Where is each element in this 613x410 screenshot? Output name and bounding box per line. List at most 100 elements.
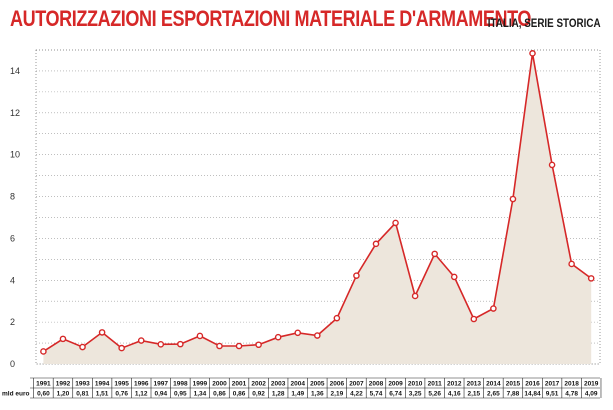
x-tick-label: 1999 bbox=[193, 381, 208, 388]
data-point bbox=[548, 161, 556, 169]
data-point bbox=[137, 337, 145, 344]
data-label: 4,78 bbox=[565, 391, 578, 398]
x-tick-label: 2012 bbox=[447, 381, 462, 388]
x-tick-label: 2010 bbox=[408, 381, 423, 388]
data-point bbox=[118, 344, 125, 352]
data-point bbox=[392, 219, 399, 227]
y-tick-label: 14 bbox=[10, 66, 20, 76]
x-tick-label: 2007 bbox=[349, 381, 364, 388]
data-label: 2,19 bbox=[331, 391, 344, 398]
plot-frame bbox=[35, 49, 601, 365]
data-table: mld euro 1991 1992 1993 1994 1995 1996 1997 1998… bbox=[2, 377, 602, 399]
data-point bbox=[59, 335, 67, 343]
data-label: 9,51 bbox=[546, 391, 559, 398]
data-point bbox=[509, 195, 517, 203]
data-label: 5,74 bbox=[370, 391, 383, 398]
data-label: 0,95 bbox=[174, 391, 187, 398]
x-tick-label: 1991 bbox=[36, 381, 51, 388]
data-point bbox=[216, 342, 223, 350]
data-label: 1,49 bbox=[291, 391, 304, 398]
data-label: 1,36 bbox=[311, 391, 324, 398]
x-tick-label: 2002 bbox=[251, 381, 266, 388]
data-label: 2,65 bbox=[487, 391, 500, 398]
data-label: 5,26 bbox=[428, 391, 441, 398]
x-tick-label: 2005 bbox=[310, 381, 325, 388]
x-tick-label: 1998 bbox=[173, 381, 188, 388]
series-points bbox=[40, 50, 595, 355]
x-tick-label: 2018 bbox=[564, 381, 579, 388]
data-point bbox=[157, 341, 165, 348]
x-tick-label: 2019 bbox=[584, 381, 599, 388]
x-tick-label: 2013 bbox=[467, 381, 482, 388]
data-point bbox=[431, 250, 438, 258]
data-point bbox=[353, 272, 360, 279]
data-label: 0,94 bbox=[154, 391, 167, 398]
x-tick-label: 2017 bbox=[545, 381, 560, 388]
data-label: 14,84 bbox=[524, 391, 541, 398]
x-tick-label: 1996 bbox=[134, 381, 149, 388]
y-tick-label: 10 bbox=[10, 150, 20, 160]
data-label: 0,86 bbox=[233, 391, 246, 398]
data-point bbox=[294, 329, 302, 337]
y-tick-label: 6 bbox=[10, 233, 15, 243]
data-point bbox=[450, 273, 458, 281]
data-point bbox=[79, 343, 86, 351]
data-label: 0,60 bbox=[37, 391, 50, 398]
data-label: 0,81 bbox=[76, 391, 89, 398]
data-point bbox=[196, 332, 204, 340]
data-label: 1,28 bbox=[272, 391, 285, 398]
data-label: 1,51 bbox=[96, 391, 109, 398]
data-point bbox=[529, 50, 536, 57]
data-point bbox=[255, 341, 262, 349]
x-tick-label: 2016 bbox=[525, 381, 540, 388]
data-label: 0,92 bbox=[252, 391, 265, 398]
x-tick-label: 2006 bbox=[330, 381, 345, 388]
x-tick-label: 2008 bbox=[369, 381, 384, 388]
y-tick-label: 4 bbox=[10, 275, 15, 285]
x-tick-label: 2001 bbox=[232, 381, 247, 388]
data-point bbox=[40, 348, 47, 355]
chart-subtitle: ITALIA, SERIE STORICA bbox=[488, 16, 601, 30]
x-tick-label: 1997 bbox=[154, 381, 169, 388]
data-point bbox=[470, 315, 478, 323]
value-row-label: mld euro bbox=[2, 391, 29, 398]
data-label: 4,09 bbox=[585, 391, 598, 398]
y-tick-label: 8 bbox=[10, 192, 15, 202]
data-point bbox=[313, 332, 321, 339]
data-point bbox=[177, 340, 184, 348]
x-tick-label: 2015 bbox=[506, 381, 521, 388]
data-point bbox=[568, 260, 575, 268]
data-label: 0,86 bbox=[213, 391, 226, 398]
data-point bbox=[372, 240, 380, 248]
x-tick-label: 1995 bbox=[114, 381, 129, 388]
data-label: 3,25 bbox=[409, 391, 422, 398]
data-label: 4,22 bbox=[350, 391, 363, 398]
x-tick-label: 2014 bbox=[486, 381, 501, 388]
y-tick-label: 0 bbox=[10, 359, 15, 369]
data-point bbox=[333, 314, 341, 322]
y-axis-ticks: 0 2 4 6 8 10 12 14 bbox=[10, 66, 20, 369]
data-label: 4,16 bbox=[448, 391, 461, 398]
x-tick-label: 2000 bbox=[212, 381, 227, 388]
x-tick-label: 2011 bbox=[428, 381, 442, 388]
data-point bbox=[274, 333, 282, 341]
data-point bbox=[490, 305, 497, 312]
chart-title: AUTORIZZAZIONI ESPORTAZIONI MATERIALE D'… bbox=[10, 6, 532, 31]
data-label: 2,15 bbox=[467, 391, 480, 398]
data-label: 6,74 bbox=[389, 391, 402, 398]
data-label: 1,12 bbox=[135, 391, 148, 398]
data-point bbox=[235, 342, 243, 350]
x-tick-label: 1994 bbox=[95, 381, 110, 388]
data-point bbox=[587, 275, 595, 282]
data-label: 0,76 bbox=[115, 391, 128, 398]
x-tick-label: 1993 bbox=[75, 381, 90, 388]
x-tick-label: 2003 bbox=[271, 381, 286, 388]
x-tick-label: 1992 bbox=[56, 381, 71, 388]
data-label: 1,20 bbox=[57, 391, 70, 398]
data-point bbox=[98, 329, 106, 336]
data-label: 7,88 bbox=[507, 391, 520, 398]
data-label: 1,34 bbox=[194, 391, 207, 398]
x-tick-label: 2009 bbox=[388, 381, 403, 388]
data-point bbox=[411, 292, 419, 300]
